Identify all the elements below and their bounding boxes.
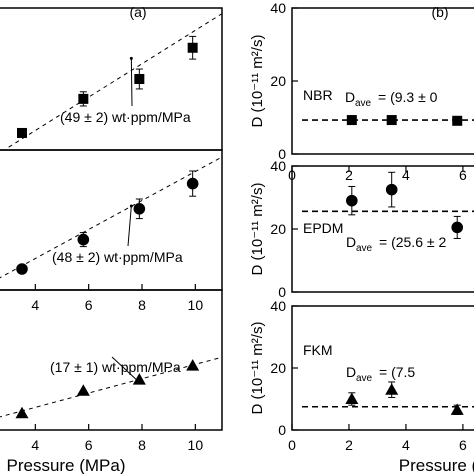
x-tick-label: 8: [138, 437, 146, 453]
average-label-value: = (25.6 ± 2: [379, 234, 446, 250]
data-point-triangle: [76, 384, 90, 396]
y-tick-label: 0: [278, 422, 286, 438]
material-label: EPDM: [303, 220, 343, 236]
x-tick-label: 10: [188, 437, 204, 453]
x-top-tick-label: 2: [345, 167, 353, 183]
plot-frame: [0, 289, 223, 431]
average-label-sub: ave: [356, 373, 373, 384]
x-axis-label: Pressure (: [399, 456, 474, 474]
data-point-square: [134, 74, 145, 84]
slope-annotation: (49 ± 2) wt·ppm/MPa: [60, 109, 191, 125]
data-point-circle: [77, 233, 90, 246]
y-axis-label: D (10⁻¹¹ m²/s): [249, 322, 266, 415]
y-tick-label: 20: [270, 360, 286, 376]
trend-line: [0, 356, 223, 418]
x-tick-label: 6: [85, 437, 93, 453]
y-tick-label: 20: [270, 221, 286, 237]
plot-frame: [291, 7, 474, 155]
data-point-triangle: [15, 406, 29, 419]
average-label-value: = (7.5: [379, 364, 415, 380]
average-label-d: D: [346, 234, 356, 250]
panel-label: (b): [431, 4, 448, 20]
average-label-value: = (9.3 ± 0: [378, 89, 438, 105]
average-label-sub: ave: [356, 243, 373, 254]
y-tick-label: 40: [270, 0, 286, 16]
material-label: NBR: [303, 87, 333, 103]
data-point-square: [346, 115, 357, 126]
material-label: FKM: [303, 342, 333, 358]
data-point-triangle: [132, 373, 146, 385]
x-top-tick-label: 0: [288, 167, 296, 183]
panel-a: (49 ± 2) wt·ppm/MPa (a) 4 6 8 10 (48 ± 2) wt·p…: [0, 4, 223, 474]
subplot-a-2: 4 6 8 10 (48 ± 2) wt·ppm/MPa: [0, 149, 223, 313]
data-point-square: [452, 115, 463, 126]
subplot-a-1: (49 ± 2) wt·ppm/MPa (a): [0, 4, 223, 151]
y-axis-label: D (10⁻¹¹ m²/s): [249, 183, 266, 276]
average-label-d: D: [346, 364, 356, 380]
average-label-sub: ave: [355, 98, 372, 109]
data-point-triangle: [385, 383, 399, 395]
y-tick-label: 20: [270, 73, 286, 89]
y-axis-label: D (10⁻¹¹ m²/s): [249, 35, 266, 128]
data-point-triangle: [345, 392, 359, 404]
annotation-arrow: [130, 58, 133, 107]
panel-label: (a): [129, 4, 146, 20]
data-point-circle: [451, 221, 464, 234]
y-tick-label: 40: [270, 298, 286, 314]
data-point-square: [78, 93, 89, 104]
data-point-triangle: [186, 359, 200, 371]
plot-frame: [0, 149, 223, 291]
data-point-square: [187, 42, 198, 53]
x-tick-label: 6: [85, 297, 93, 313]
arrow-head: [129, 204, 133, 208]
y-tick-label: 0: [278, 146, 286, 162]
x-tick-label: 4: [402, 437, 410, 453]
slope-annotation: (48 ± 2) wt·ppm/MPa: [52, 249, 183, 265]
data-point-circle: [385, 183, 398, 196]
annotation-arrow: [127, 205, 132, 247]
data-point-circle: [133, 203, 146, 215]
data-point-circle: [346, 194, 358, 207]
average-label-d: D: [345, 89, 355, 105]
x-tick-label: 6: [459, 437, 467, 453]
trend-line: [8, 13, 223, 148]
arrow-head: [137, 380, 141, 384]
data-point-triangle: [450, 403, 464, 415]
x-tick-label: 10: [188, 297, 204, 313]
x-axis-label: Pressure (MPa): [6, 456, 125, 474]
subplot-b-3: 0 20 40 0 2 4 6 FKM D ave = (7.5 D (10⁻¹¹ m²/s) Pres…: [249, 298, 474, 474]
data-point-circle: [16, 263, 28, 275]
slope-annotation: (17 ± 1) wt·ppm/MPa: [50, 359, 181, 375]
x-top-tick-label: 4: [402, 167, 410, 183]
x-tick-label: 4: [31, 297, 39, 313]
y-tick-label: 40: [270, 158, 286, 174]
data-point-square: [17, 127, 27, 138]
data-point-square: [386, 115, 397, 126]
x-tick-label: 0: [288, 437, 296, 453]
trend-line: [0, 156, 223, 279]
x-top-tick-label: 6: [459, 167, 467, 183]
x-tick-label: 2: [345, 437, 353, 453]
data-point-circle: [186, 177, 199, 190]
annotation-arrow: [111, 356, 140, 383]
subplot-a-3: 4 6 8 10 (17 ± 1) wt·ppm/MPa Pressure (MPa): [0, 289, 223, 474]
arrow-head: [129, 56, 133, 60]
plot-frame: [0, 7, 223, 151]
x-tick-label: 4: [31, 437, 39, 453]
y-tick-label: 0: [278, 284, 286, 300]
x-tick-label: 8: [138, 297, 146, 313]
